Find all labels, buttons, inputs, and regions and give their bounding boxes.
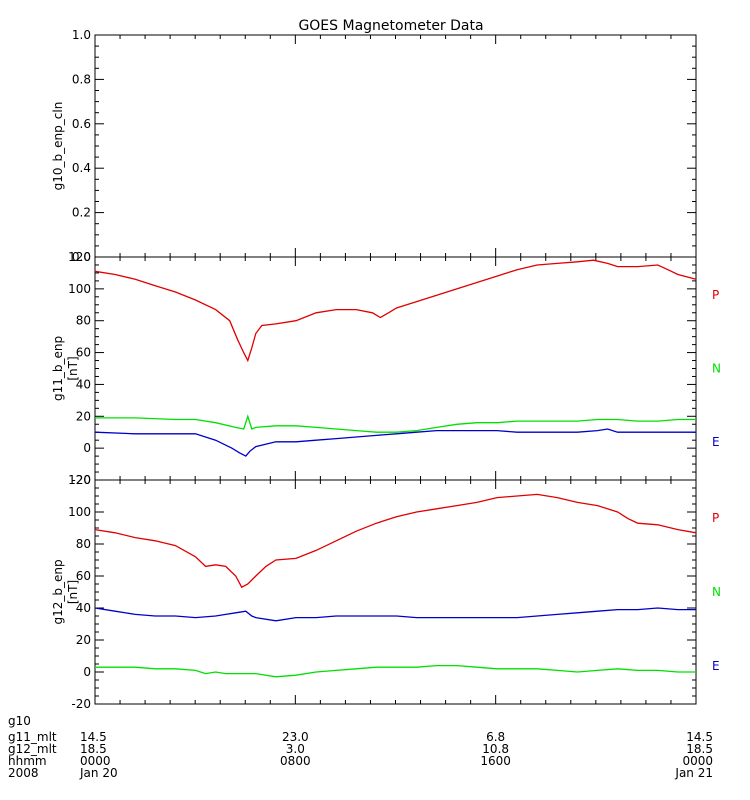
time-row-label: 2008 (8, 766, 39, 780)
y-axis-label: g12_b_enp (51, 559, 65, 624)
time-axis-value: 18.5 (80, 742, 107, 756)
time-row-label: g12_mlt (8, 742, 57, 756)
y-tick-label: 80 (76, 537, 91, 551)
y-tick-label: 40 (76, 377, 91, 391)
y-tick-label: 40 (76, 601, 91, 615)
y-tick-label: -20 (71, 697, 91, 711)
panel-frame (94, 34, 697, 258)
chart-title: GOES Magnetometer Data (298, 18, 483, 34)
y-tick-label: 80 (76, 314, 91, 328)
time-axis-value: 6.8 (486, 730, 505, 744)
y-tick-label: 0.6 (72, 117, 91, 131)
y-tick-label: 120 (68, 473, 91, 487)
time-axis-value: 3.0 (286, 742, 305, 756)
series-line-n (95, 664, 696, 678)
panels-group: 0.0 0.2 0.4 0.6 0.8 1.0 g10_b_enp_cln -20 0 20 40 6… (51, 28, 721, 711)
time-axis-value: 18.5 (686, 742, 713, 756)
legend-e: E (712, 659, 720, 673)
panel-frame (94, 256, 697, 481)
y-tick-label: 1.0 (72, 28, 91, 42)
y-tick-label: 0 (83, 441, 91, 455)
time-axis-value: 0000 (682, 754, 713, 768)
time-axis-value: 14.5 (80, 730, 107, 744)
panel-2: -20 0 20 40 60 80 100 120 g11_b_enp [nT] P N E (51, 250, 721, 487)
y-tick-label: 0.8 (72, 72, 91, 86)
time-axis-value: 23.0 (282, 730, 309, 744)
time-axis-value: 0800 (280, 754, 311, 768)
series-line-p (94, 259, 697, 363)
time-axis-value: 14.5 (686, 730, 713, 744)
y-tick-label: 100 (68, 282, 91, 296)
y-tick-label: 100 (68, 505, 91, 519)
y-tick-label: 60 (76, 346, 91, 360)
y-axis-label: g11_b_enp (51, 336, 65, 401)
legend-e: E (712, 435, 720, 449)
y-tick-label: 120 (68, 250, 91, 264)
legend-n: N (712, 362, 721, 376)
y-tick-label: 0.0 (72, 250, 91, 264)
y-tick-label: -20 (71, 473, 91, 487)
time-axis-value: 0000 (80, 754, 111, 768)
series-line-p (94, 493, 697, 589)
y-tick-label: 0.4 (72, 161, 91, 175)
y-axis-label: g10_b_enp_cln (51, 102, 65, 191)
series-line-e (94, 607, 696, 622)
y-axis-unit: [nT] (66, 356, 80, 380)
panel-3: -20 0 20 40 60 80 100 120 g12_b_enp [nT] P N E (51, 473, 721, 711)
panel-frame (94, 479, 697, 705)
time-row-label: g10 (8, 714, 31, 728)
y-tick-label: 0.2 (72, 206, 91, 220)
time-axis-value: Jan 21 (674, 766, 713, 780)
time-axis-labels: g10g11_mltg12_mlthhmm200814.518.50000Jan… (8, 714, 713, 780)
legend-n: N (712, 585, 721, 599)
legend-p: P (712, 511, 719, 525)
y-tick-label: 60 (76, 569, 91, 583)
time-axis-value: Jan 20 (79, 766, 118, 780)
time-axis-value: 1600 (480, 754, 511, 768)
series-line-n (95, 414, 696, 433)
time-row-label: g11_mlt (8, 730, 57, 744)
y-axis-unit: [nT] (66, 580, 80, 604)
y-tick-label: 0 (83, 665, 91, 679)
series-line-e (94, 428, 696, 457)
legend-p: P (712, 288, 719, 302)
y-tick-label: 20 (76, 633, 91, 647)
y-tick-label: 20 (76, 409, 91, 423)
time-axis-value: 10.8 (482, 742, 509, 756)
panel-1: 0.0 0.2 0.4 0.6 0.8 1.0 g10_b_enp_cln (51, 28, 697, 264)
time-row-label: hhmm (8, 754, 47, 768)
